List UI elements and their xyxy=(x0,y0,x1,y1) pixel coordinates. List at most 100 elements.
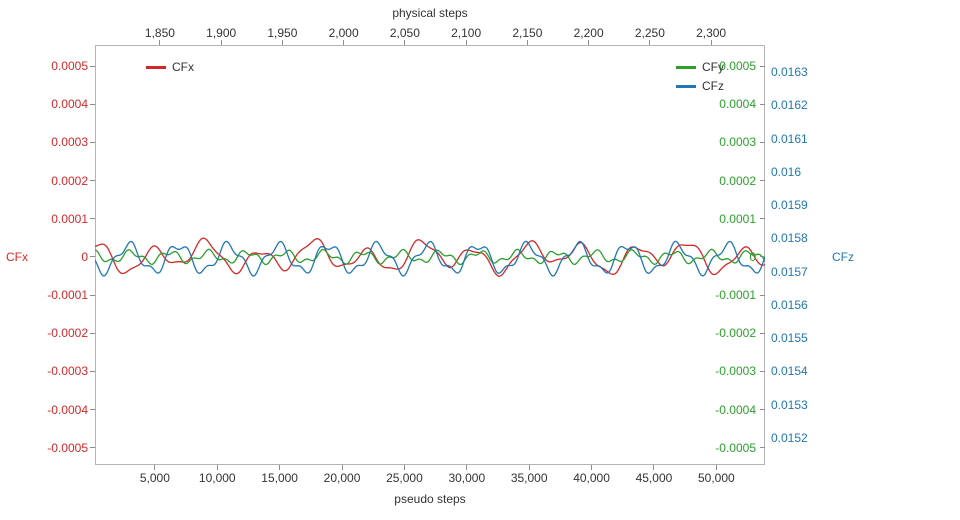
top-tick-mark xyxy=(526,40,528,45)
series-line-cfz xyxy=(95,240,765,277)
left-tick-label: 0.0004 xyxy=(51,97,88,112)
right-green-tick-label: 0.0003 xyxy=(719,135,756,150)
right-blue-tick-label: 0.0157 xyxy=(771,264,808,279)
top-tick-label: 2,300 xyxy=(696,26,727,40)
right-green-tick-label: 0.0004 xyxy=(719,97,756,112)
left-tick-mark xyxy=(90,103,95,105)
series-line-cfy xyxy=(95,248,765,266)
right-green-tick-label: 0.0002 xyxy=(719,173,756,188)
right-green-tick-label: -0.0003 xyxy=(715,364,756,379)
legend-label-cfy: CFy xyxy=(702,60,724,74)
left-tick-label: -0.0005 xyxy=(47,440,88,455)
top-axis-title: physical steps xyxy=(392,6,468,20)
top-tick-mark xyxy=(343,40,345,45)
right-green-tick-label: -0.0004 xyxy=(715,402,756,417)
bottom-tick-mark xyxy=(466,465,468,470)
left-tick-mark xyxy=(90,294,95,296)
left-tick-mark xyxy=(90,65,95,67)
top-tick-label: 2,250 xyxy=(634,26,665,40)
top-tick-label: 1,900 xyxy=(206,26,237,40)
right-green-tick-label: 0 xyxy=(749,249,756,264)
bottom-tick-label: 35,000 xyxy=(510,471,548,485)
right-blue-tick-label: 0.0154 xyxy=(771,364,808,379)
bottom-tick-label: 15,000 xyxy=(261,471,298,485)
left-tick-mark xyxy=(90,370,95,372)
legend-label-cfz: CFz xyxy=(702,79,724,93)
right-green-tick-label: 0.0005 xyxy=(719,59,756,73)
right-blue-tick-label: 0.0152 xyxy=(771,431,808,446)
right-green-tick-label: -0.0005 xyxy=(715,440,756,455)
right-green-tick-mark xyxy=(760,141,765,143)
bottom-tick-mark xyxy=(403,465,405,470)
left-tick-mark xyxy=(90,180,95,182)
bottom-tick-mark xyxy=(216,465,218,470)
top-tick-mark xyxy=(404,40,406,45)
bottom-tick-mark xyxy=(653,465,655,470)
bottom-tick-mark xyxy=(279,465,281,470)
right-green-tick-mark xyxy=(760,370,765,372)
top-tick-label: 1,950 xyxy=(267,26,298,40)
left-tick-label: -0.0001 xyxy=(47,288,88,303)
top-tick-label: 2,050 xyxy=(389,26,420,40)
cfz-line-swatch-icon xyxy=(676,84,696,88)
bottom-tick-label: 30,000 xyxy=(448,471,486,485)
top-tick-label: 2,000 xyxy=(328,26,359,40)
right-blue-tick-label: 0.0159 xyxy=(771,198,808,213)
series-line-cfx xyxy=(95,237,765,277)
right-blue-tick-label: 0.0156 xyxy=(771,297,808,312)
left-tick-label: 0 xyxy=(81,249,88,264)
right-green-tick-mark xyxy=(760,409,765,411)
right-green-tick-mark xyxy=(760,103,765,105)
series-lines xyxy=(95,237,765,277)
right-blue-tick-label: 0.0153 xyxy=(771,397,808,412)
bottom-tick-label: 20,000 xyxy=(323,471,361,485)
left-tick-label: -0.0002 xyxy=(47,326,88,341)
legend-item-cfy: CFy xyxy=(676,60,724,74)
top-tick-mark xyxy=(649,40,651,45)
top-tick-label: 2,150 xyxy=(512,26,543,40)
bottom-tick-label: 5,000 xyxy=(139,471,170,485)
cfx-line-swatch-icon xyxy=(146,65,166,69)
right-green-tick-mark xyxy=(760,65,765,67)
left-tick-label: 0.0002 xyxy=(51,173,88,188)
top-tick-mark xyxy=(159,40,161,45)
top-tick-mark xyxy=(710,40,712,45)
top-tick-mark xyxy=(281,40,283,45)
right-green-tick-label: -0.0001 xyxy=(715,288,756,303)
right-blue-tick-label: 0.0158 xyxy=(771,231,808,246)
bottom-tick-mark xyxy=(154,465,156,470)
right-green-tick-mark xyxy=(760,256,765,258)
left-tick-label: -0.0004 xyxy=(47,402,88,417)
left-axis-title-cfx: CFx xyxy=(6,250,28,264)
left-tick-label: -0.0003 xyxy=(47,364,88,379)
left-tick-mark xyxy=(90,256,95,258)
left-tick-label: 0.0001 xyxy=(51,211,88,226)
top-tick-mark xyxy=(465,40,467,45)
bottom-tick-mark xyxy=(341,465,343,470)
left-tick-mark xyxy=(90,332,95,334)
right-green-tick-mark xyxy=(760,180,765,182)
legend-item-cfx: CFx xyxy=(146,60,194,74)
bottom-tick-label: 25,000 xyxy=(386,471,423,485)
right-blue-tick-label: 0.0162 xyxy=(771,98,808,113)
right-green-tick-mark xyxy=(760,294,765,296)
left-tick-mark xyxy=(90,218,95,220)
top-tick-mark xyxy=(220,40,222,45)
legend-item-cfz: CFz xyxy=(676,79,724,93)
left-tick-label: 0.0005 xyxy=(51,59,88,73)
left-tick-label: 0.0003 xyxy=(51,135,88,150)
left-tick-mark xyxy=(90,447,95,449)
top-tick-label: 1,850 xyxy=(144,26,175,40)
right-blue-tick-label: 0.0161 xyxy=(771,131,808,146)
right-green-tick-mark xyxy=(760,332,765,334)
top-tick-label: 2,200 xyxy=(573,26,604,40)
bottom-axis-title: pseudo steps xyxy=(394,492,466,506)
right-axis-title-cfz: CFz xyxy=(832,250,854,264)
right-blue-tick-label: 0.0155 xyxy=(771,331,808,346)
top-tick-label: 2,100 xyxy=(451,26,482,40)
right-blue-tick-label: 0.0163 xyxy=(771,64,808,79)
cfy-line-swatch-icon xyxy=(676,65,696,69)
right-green-tick-label: -0.0002 xyxy=(715,326,756,341)
bottom-tick-label: 50,000 xyxy=(697,471,735,485)
